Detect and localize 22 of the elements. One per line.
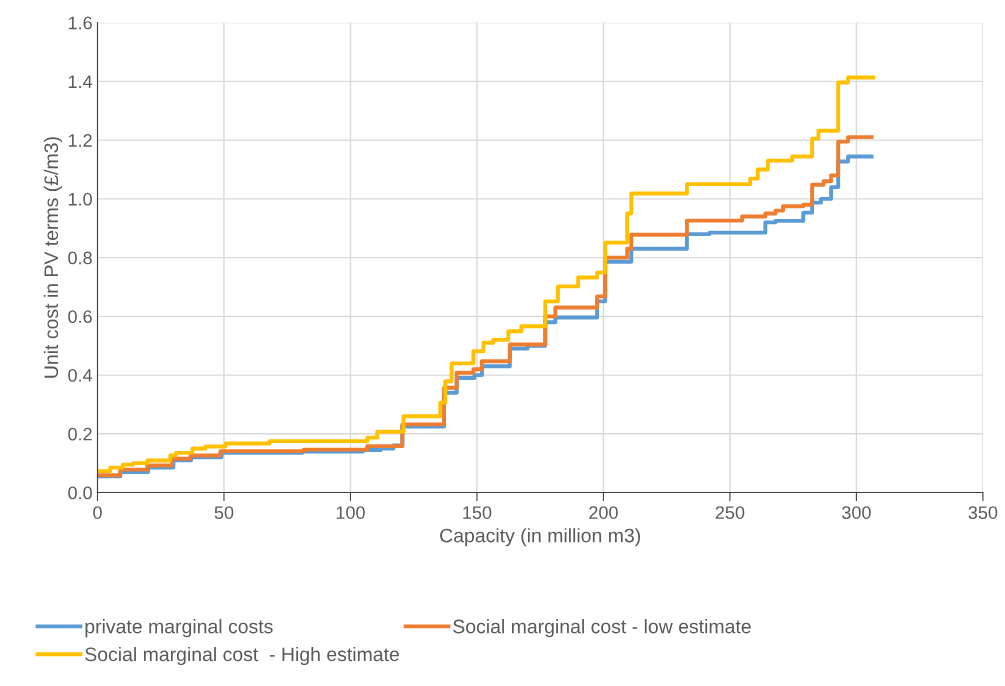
y-tick-label: 0.4 [68, 369, 93, 382]
y-tick-label: 1.6 [68, 16, 92, 30]
legend-label: Social marginal cost - High estimate [85, 646, 399, 666]
y-tick-label: 0.0 [68, 486, 92, 500]
y-tick-label: 1.0 [68, 192, 92, 206]
x-tick-label: 100 [336, 506, 365, 519]
x-tick-label: 0 [93, 506, 102, 519]
x-tick-label: 150 [463, 506, 492, 519]
y-axis-title: Unit cost in PV terms (£/m3) [43, 137, 62, 378]
x-tick-label: 350 [968, 506, 998, 519]
x-tick-label: 250 [715, 506, 745, 519]
x-tick-label: 300 [842, 506, 871, 519]
x-tick-label: 200 [589, 506, 618, 519]
legend-label: Social marginal cost - low estimate [453, 619, 751, 638]
y-tick-label: 0.8 [68, 251, 92, 265]
y-tick-label: 0.6 [68, 310, 92, 324]
y-tick-label: 1.4 [68, 75, 93, 88]
y-tick-label: 0.2 [68, 427, 92, 441]
legend-label: private marginal costs [85, 619, 273, 638]
y-tick-label: 1.2 [68, 134, 92, 147]
x-tick-label: 50 [214, 506, 234, 519]
x-axis-title: Capacity (in million m3) [440, 528, 641, 547]
